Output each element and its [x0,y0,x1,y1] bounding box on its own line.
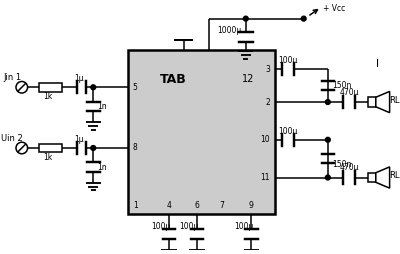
Text: 470µ: 470µ [340,163,359,172]
Text: + Vcc: + Vcc [323,5,345,13]
Circle shape [243,16,248,21]
Circle shape [91,146,96,150]
Text: 6: 6 [194,201,199,210]
Text: Uin 2: Uin 2 [1,134,23,143]
Text: RL: RL [390,171,400,180]
Text: 8: 8 [133,144,138,152]
Text: 9: 9 [249,201,254,210]
Text: 11: 11 [260,173,270,182]
Text: 100µ: 100µ [180,222,199,231]
Circle shape [326,175,330,180]
Text: 100µ: 100µ [278,126,298,136]
Text: 7: 7 [220,201,224,210]
Polygon shape [376,167,390,188]
Text: 1µ: 1µ [74,135,84,144]
Text: 100µ: 100µ [152,222,171,231]
Text: 470µ: 470µ [340,88,359,97]
Text: 1000µ: 1000µ [217,26,241,35]
Text: RL: RL [390,96,400,105]
Text: 150n: 150n [333,160,352,169]
Text: 1µ: 1µ [74,74,84,83]
Text: 12: 12 [242,74,255,84]
Text: TAB: TAB [160,73,187,86]
Text: 10: 10 [260,135,270,144]
Text: 1: 1 [133,201,138,210]
Text: 1k: 1k [43,92,52,101]
Text: 3: 3 [265,65,270,74]
Text: 100µ: 100µ [278,56,298,65]
Text: 1n: 1n [97,102,107,111]
Bar [368,173,376,182]
Bar [39,144,62,152]
Text: 1n: 1n [97,163,107,172]
Bar [39,83,62,92]
Bar [368,97,376,107]
Text: 1k: 1k [43,153,52,162]
Text: 100µ: 100µ [234,222,253,231]
Text: 150n: 150n [333,81,352,90]
Circle shape [91,85,96,90]
Text: 4: 4 [167,201,172,210]
Circle shape [301,16,306,21]
Circle shape [326,137,330,142]
Polygon shape [376,91,390,113]
Bar [128,50,275,214]
Text: l: l [376,59,379,69]
Circle shape [326,100,330,104]
Text: 5: 5 [133,83,138,92]
Text: Jin 1: Jin 1 [3,73,21,82]
Text: 2: 2 [265,98,270,106]
